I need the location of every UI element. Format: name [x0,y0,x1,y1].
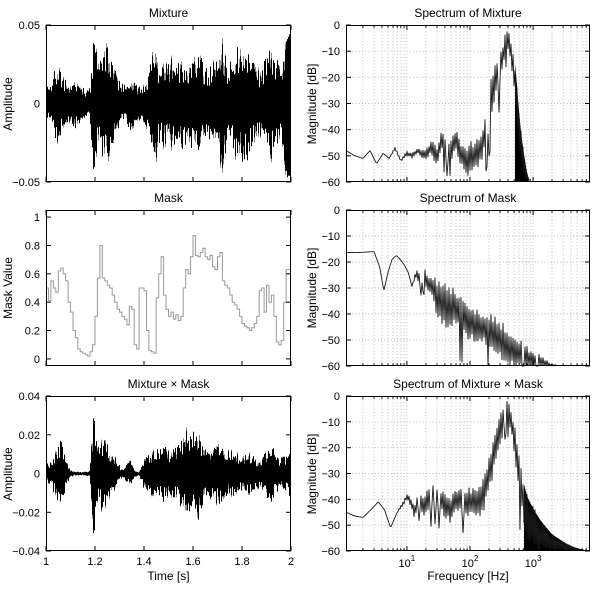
y-tick-label: 0.6 [25,269,40,281]
plot-title: Spectrum of Mixture × Mask [393,377,543,391]
y-tick-label: −60 [321,546,340,558]
y-tick-label: 0 [334,20,340,32]
y-axis-label: Mask Value [1,257,15,319]
x-tick-label: 1 [43,556,49,568]
y-axis-label: Magnitude [dB] [305,433,319,514]
y-tick-label: −40 [321,309,340,321]
y-tick-label: 1 [34,212,40,224]
x-tick-label: 2 [288,556,294,568]
y-tick-label: 0.05 [19,20,40,32]
plot-title: Mixture [148,6,189,20]
x-tick-label: 1.6 [185,556,200,568]
y-tick-label: 0.04 [19,391,40,403]
plot-mixture-waveform: Mixture Amplitude 0.05 0 −0.05 [1,6,292,189]
y-tick-label: −0.04 [12,546,40,558]
plot-area-mixture: 0.05 0 −0.05 [12,20,292,189]
plot-spectrum-of-mask: Spectrum of Mask Magnitude [dB] 0 −10 −20 −… [305,191,590,373]
x-tick-label: 1.4 [136,556,151,568]
plot-mask: Mask Mask Value 1 0.8 0.6 0.4 0.2 0 [1,191,292,366]
y-tick-label: −60 [321,177,340,189]
y-axis-label: Amplitude [1,76,15,131]
x-axis-label: Time [s] [147,569,190,583]
plot-title: Spectrum of Mask [419,191,517,205]
y-tick-label: 0 [34,354,40,366]
plot-area-mask: 1 0.8 0.6 0.4 0.2 0 [25,210,292,366]
y-tick-label: 0.8 [25,241,40,253]
x-tick-label: 102 [462,554,479,570]
plot-title: Mixture × Mask [127,377,210,391]
x-tick-label: 1.2 [87,556,102,568]
y-tick-label: −10 [321,417,340,429]
y-tick-label: 0 [334,391,340,403]
y-tick-label: −40 [321,125,340,137]
y-tick-label: −20 [321,72,340,84]
y-tick-label: −10 [321,46,340,58]
plot-spectrum-of-mixture: Spectrum of Mixture Magnitude [dB] 0 −10 −… [305,6,590,189]
y-tick-label: −50 [321,335,340,347]
y-axis-label: Magnitude [dB] [305,63,319,144]
y-tick-label: 0.4 [25,297,40,309]
x-tick-label: 101 [399,554,416,570]
y-tick-label: −0.02 [12,507,40,519]
y-tick-label: −50 [321,520,340,532]
y-tick-label: 0 [34,99,40,111]
y-tick-label: 0.2 [25,326,40,338]
plot-mixture-x-mask-waveform: Mixture × Mask Amplitude Time [s] 0.04 0.… [1,377,294,583]
plot-area-mixture-x-mask: 0.04 0.02 0 −0.02 −0.041 1.2 1.4 1.6 1.8 2 [12,391,294,568]
plot-title: Spectrum of Mixture [414,6,522,20]
y-tick-label: 0 [334,205,340,217]
y-tick-label: −30 [321,99,340,111]
x-tick-label: 1.8 [234,556,249,568]
y-tick-label: 0.02 [19,430,40,442]
plot-area-spectrum-mixture-x-mask: 0 −10 −20 −30 −40 −50 −60 101 102 103 [321,391,591,570]
y-tick-label: −30 [321,469,340,481]
plot-spectrum-of-mixture-x-mask: Spectrum of Mixture × Mask Magnitude [dB… [305,377,591,583]
plot-area-spectrum-mixture: 0 −10 −20 −30 −40 −50 −60 [321,20,590,189]
plot-title: Mask [154,191,183,205]
y-tick-label: 0 [34,469,40,481]
x-axis-label: Frequency [Hz] [427,569,509,583]
y-tick-label: −20 [321,443,340,455]
y-tick-label: −30 [321,283,340,295]
y-tick-label: −40 [321,494,340,506]
y-tick-label: −0.05 [12,177,40,189]
y-tick-label: −10 [321,231,340,243]
plot-area-spectrum-mask: 0 −10 −20 −30 −40 −50 −60 [321,205,590,373]
y-tick-label: −20 [321,257,340,269]
y-tick-label: −50 [321,151,340,163]
x-tick-label: 103 [525,554,542,570]
y-tick-label: −60 [321,361,340,373]
y-axis-label: Amplitude [1,446,15,501]
y-axis-label: Magnitude [dB] [305,247,319,329]
